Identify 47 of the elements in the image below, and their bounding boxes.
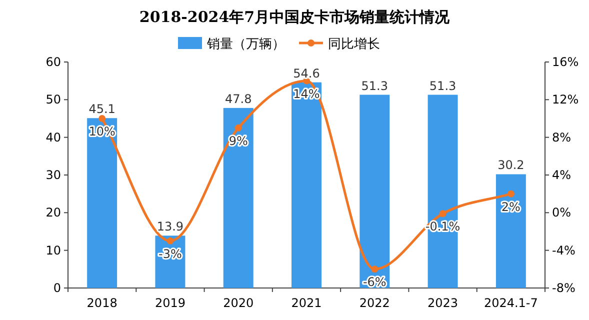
y2-tick-label: 16% (552, 55, 579, 69)
y-tick-label: 50 (46, 92, 61, 107)
y-tick-label: 20 (46, 206, 61, 220)
x-tick-label: 2019 (154, 296, 186, 310)
y-tick-label: 30 (46, 168, 61, 182)
data-label: 9% (228, 134, 248, 148)
data-label: -3% (158, 246, 182, 261)
point (98, 115, 106, 122)
x-tick-label: 2022 (359, 296, 390, 310)
x-tick-label: 2024.1-7 (484, 296, 538, 310)
data-label: 2% (501, 200, 520, 214)
data-label: 30.2 (498, 158, 524, 172)
legend-label: 同比增长 (328, 37, 380, 52)
legend-label: 销量（万辆） (206, 37, 285, 52)
point (371, 266, 378, 273)
y2-tick-label: -4% (552, 243, 576, 258)
y-tick-label: 0 (53, 281, 61, 295)
bar (496, 174, 526, 288)
point (439, 210, 446, 218)
y2-tick-label: 0% (552, 206, 572, 220)
x-tick-label: 2021 (291, 296, 322, 310)
data-label: 13.9 (156, 220, 184, 234)
bar (360, 94, 390, 288)
y2-tick-label: 4% (552, 168, 572, 182)
data-label: 54.6 (293, 66, 320, 80)
point (234, 124, 242, 132)
x-tick-label: 2023 (428, 296, 458, 310)
chart-title: 2018-2024年7月中国皮卡市场销量统计情况 (139, 8, 451, 26)
data-label: 51.3 (361, 78, 388, 93)
data-label: -6% (362, 275, 386, 290)
bar (223, 108, 254, 288)
data-label: 51.3 (429, 78, 456, 93)
y2-tick-label: 8% (552, 130, 572, 144)
data-label: 45.1 (88, 102, 116, 116)
y-tick-label: 60 (46, 55, 61, 69)
bar (428, 94, 458, 288)
y2-tick-label: 12% (552, 92, 579, 107)
bar (292, 82, 322, 288)
x-tick-label: 2018 (86, 296, 118, 310)
y-tick-label: 40 (46, 130, 61, 144)
x-tick-label: 2020 (223, 296, 254, 310)
bar (87, 118, 118, 288)
y2-tick-label: -8% (552, 281, 576, 295)
y-tick-label: 10 (46, 243, 61, 258)
point (166, 237, 174, 244)
point (507, 190, 514, 198)
data-label: 47.8 (225, 92, 252, 106)
